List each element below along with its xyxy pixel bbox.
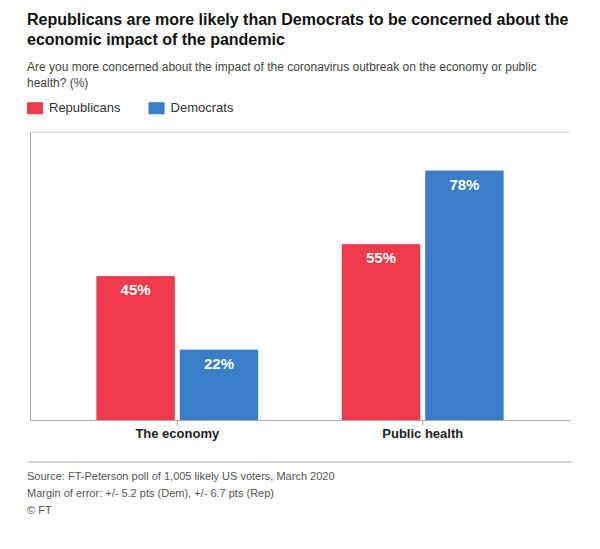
- legend-label: Republicans: [49, 100, 121, 115]
- chart: Republicans are more likely than Democra…: [0, 0, 600, 549]
- annotation: Source: FT-Peterson poll of 1,005 likely…: [27, 470, 335, 482]
- bar: [425, 171, 503, 420]
- x-tick: The economy: [135, 420, 220, 441]
- x-tick-mark: [177, 420, 178, 426]
- data-label: 55%: [366, 249, 396, 266]
- y-axis: [30, 133, 31, 421]
- legend-swatch: [27, 102, 43, 114]
- x-tick-label: Public health: [382, 426, 463, 441]
- legend: Republicans Democrats: [27, 100, 234, 115]
- x-tick-mark: [422, 420, 423, 426]
- bars: [96, 171, 503, 420]
- bar: [342, 244, 420, 420]
- top-border: [30, 132, 570, 133]
- data-label: 78%: [449, 176, 479, 193]
- annotation: © FT: [27, 504, 52, 516]
- x-axis: The economy Public health: [31, 420, 571, 441]
- footer-rule: [27, 462, 573, 463]
- x-axis-line: [31, 420, 571, 421]
- legend-label: Democrats: [171, 100, 234, 115]
- bar: [180, 350, 258, 420]
- data-labels: 45% 55% 22% 78%: [121, 176, 480, 372]
- title: Republicans are more likely than Democra…: [27, 11, 569, 48]
- y-axis-line: [30, 133, 31, 421]
- data-label: 22%: [204, 355, 234, 372]
- subtitle: Are you more concerned about the impact …: [27, 60, 537, 90]
- x-tick: Public health: [382, 420, 463, 441]
- data-label: 45%: [121, 281, 151, 298]
- bar: [96, 276, 174, 420]
- x-tick-label: The economy: [135, 426, 220, 441]
- legend-swatch: [149, 102, 165, 114]
- annotation: Margin of error: +/- 5.2 pts (Dem), +/- …: [27, 487, 274, 499]
